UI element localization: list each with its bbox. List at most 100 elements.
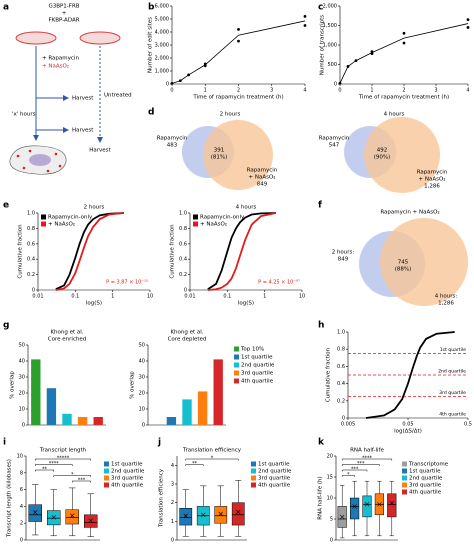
box (350, 497, 360, 520)
legend-swatch (251, 461, 256, 467)
point (402, 31, 406, 35)
venn: Rapamycin + NaAsO₂ 2 hours: 849 745 (88%… (332, 210, 468, 307)
venn-label: + NaAsO₂ (418, 177, 445, 183)
legend-label: 4th quartile (409, 490, 442, 496)
schematic: G3BP1-FRB + FKBP-ADAR + Rapamycin + NaAs… (9, 4, 132, 175)
legend-label: 2nd quartile (258, 469, 292, 475)
significance-label: ***** (57, 456, 70, 462)
bar (77, 417, 88, 425)
legend-label: 3rd quartile (409, 483, 442, 489)
region-label: 4th quartile (439, 412, 466, 418)
x-tick-label: 1 (370, 88, 373, 94)
y-tick-label: 1.0 (179, 211, 187, 217)
significance-bracket (341, 475, 355, 477)
mean-marker (218, 511, 223, 517)
y-tick-label: 50 (139, 343, 145, 349)
venn-title: 4 hours (384, 112, 405, 118)
y-tick-label: 0.4 (179, 257, 187, 263)
panel-letter: g (3, 321, 9, 331)
region-label: 2nd quartile (438, 369, 466, 375)
chart-title: 2 hours (84, 205, 105, 211)
panel-letter: f (318, 201, 322, 211)
y-tick-label: 0.2 (337, 398, 345, 404)
venn: 2 hours Rapamycin 483 391 (81%) Rapamyci… (157, 112, 448, 193)
point (303, 24, 307, 27)
x-tick-label: 10 (147, 294, 153, 300)
y-axis-label: % overlap (10, 371, 16, 399)
box (179, 508, 193, 526)
venn-value: 745 (398, 260, 409, 266)
y-axis-label: Translation efficiency (159, 468, 165, 528)
y-tick-label: 10 (327, 496, 333, 502)
significance-bracket (341, 458, 393, 461)
y-tick-label: 30 (139, 375, 145, 381)
x-tick-label: 2 (237, 88, 240, 94)
x-axis-label: log(S) (238, 301, 254, 307)
y-tick-label: 0.8 (337, 347, 345, 353)
panel-letter: j (157, 438, 161, 448)
x-tick-label: 3 (434, 88, 437, 94)
legend-swatch (193, 221, 198, 227)
venn-label: Rapamycin (247, 168, 278, 174)
y-axis-label: Transcript length (kilobases) (7, 459, 13, 538)
y-tick-label: 0.6 (27, 241, 35, 247)
y-tick-label: 1,000 (155, 69, 169, 75)
y-tick-label: 0.4 (337, 381, 345, 387)
venn-value: 1,286 (438, 301, 454, 307)
y-tick-label: 3,000 (155, 43, 169, 49)
bar (62, 413, 72, 425)
legend-swatch (402, 461, 407, 467)
legend-label: 1st quartile (111, 462, 143, 468)
construct: FKBP-ADAR (48, 18, 79, 24)
significance-bracket (72, 480, 91, 483)
chart-title: Translation efficiency (182, 448, 242, 454)
region-label: 1st quartile (440, 347, 466, 353)
y-tick-label: 40 (139, 359, 145, 365)
mean-marker (51, 515, 56, 520)
legend-label: 2nd quartile (409, 476, 443, 482)
venn-value: 849 (338, 257, 349, 263)
region-label: 3rd quartile (439, 390, 466, 396)
construct: G3BP1-FRB (48, 4, 79, 10)
y-tick-label: 0 (330, 538, 333, 544)
y-tick-label: 0.8 (27, 226, 35, 232)
mean-marker (352, 504, 357, 509)
y-tick-label: 5,000 (155, 17, 169, 23)
venn-value: 492 (377, 148, 388, 154)
y-tick-label: 1.0 (337, 330, 345, 336)
panel-letters: a b c d e f g h i j k (3, 3, 325, 448)
box (231, 502, 245, 526)
box (28, 504, 42, 522)
panel-letter: i (3, 438, 6, 448)
y-axis-label: % overlap (130, 371, 136, 399)
venn-value: 483 (167, 143, 178, 149)
legend-swatch (251, 482, 256, 488)
venn-value: 391 (214, 148, 225, 154)
y-tick-label: 20 (19, 391, 25, 397)
venn-label: Rapamycin (319, 136, 350, 142)
harvest: Harvest (89, 148, 111, 154)
x-tick-label: 0.005 (341, 422, 355, 428)
x-tick-label: 0 (170, 88, 173, 94)
legend-label: 3rd quartile (111, 476, 144, 482)
facet-title: Core depleted (168, 337, 207, 343)
y-tick-label: 1,000 (323, 43, 337, 49)
venn-title: 2 hours (220, 112, 241, 118)
chart-title: 4 hours (236, 205, 257, 211)
y-tick-label: 15 (327, 475, 333, 481)
legend-swatch (234, 370, 239, 376)
x-tick-label: 2 (402, 88, 405, 94)
x-tick-label: 0.1 (71, 294, 79, 300)
annotation: P = 3.87 × 10⁻¹⁰ (106, 280, 148, 286)
legend-label: 1st quartile (409, 469, 441, 475)
y-axis-label: Cumulative fraction (18, 224, 24, 279)
significance-label: **** (362, 456, 373, 462)
significance-label: * (211, 456, 214, 462)
y-tick-label: 2 (171, 500, 174, 506)
facet-heading: Khong et al. (50, 330, 83, 336)
venn-label: + NaAsO₂ (248, 175, 275, 181)
y-tick-label: 8 (20, 470, 23, 476)
x-tick-label: 1 (111, 294, 114, 300)
y-tick-label: 20 (327, 454, 333, 460)
